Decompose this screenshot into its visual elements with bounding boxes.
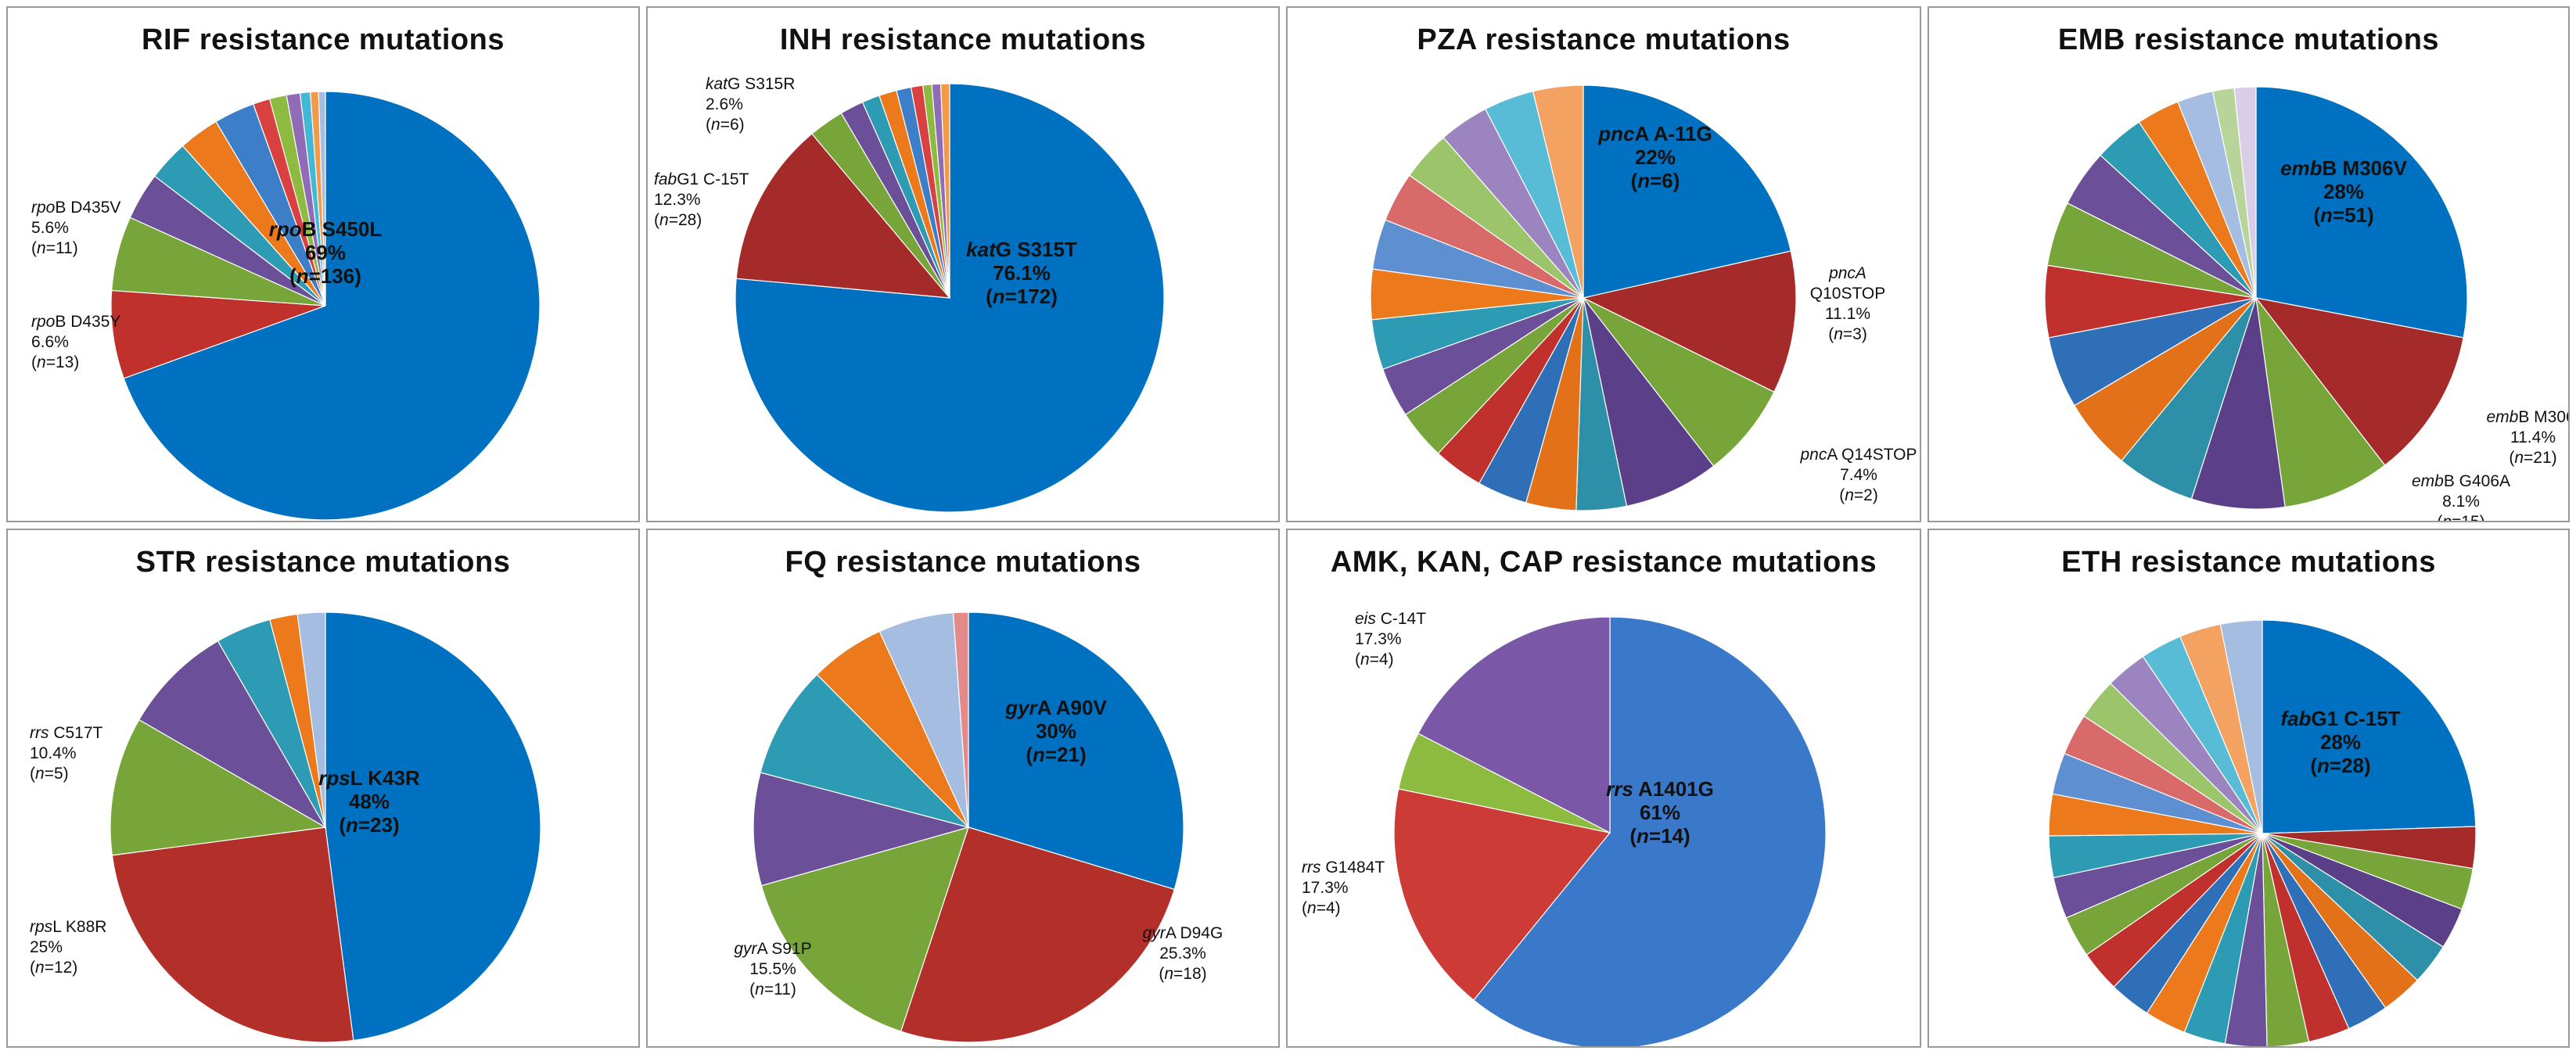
pza-pie-chart: pncA A-11G 22% (n=6) pncA Q10STOP 11.1% (n=3) p… bbox=[1370, 84, 1917, 511]
slice-label-rrs-c517t: rrs C517T 10.4% (n=5) bbox=[30, 724, 103, 783]
pie-slice-katg-s315t bbox=[735, 83, 1165, 513]
slice-label-gyra-s91p: gyrA S91P 15.5% (n=11) bbox=[734, 940, 811, 998]
slice-label-pnca-q14stop: pncA Q14STOP 7.4% (n=2) bbox=[1799, 446, 1917, 504]
pie-slice-other-14 bbox=[2233, 86, 2257, 299]
fq-pie-panel: FQ resistance mutations gyrA A90V 30% (n=2… bbox=[646, 529, 1280, 1048]
pie-slice-rpsl-k43r bbox=[325, 611, 541, 1041]
chart-title: INH resistance mutations bbox=[779, 23, 1147, 56]
pie-slice-embb-m306v bbox=[2255, 86, 2468, 339]
pie-slice-other-3 bbox=[138, 640, 327, 829]
pie-slice-embb-g406a bbox=[2255, 296, 2386, 508]
eth-pie-panel: ETH resistance mutations fabG1 C-15T 28%(… bbox=[1928, 529, 2570, 1048]
eth-pie-chart: fabG1 C-15T 28% (n=28) bbox=[2048, 619, 2477, 1046]
chart-title: AMK, KAN, CAP resistance mutations bbox=[1330, 546, 1877, 579]
amk-kan-cap-pie-panel: AMK, KAN, CAP resistance mutations rrs A… bbox=[1286, 529, 1921, 1048]
chart-title: PZA resistance mutations bbox=[1417, 23, 1791, 56]
pie-slice-rrs-c517t bbox=[110, 719, 327, 856]
slice-label-rrs-a1401g: rrs A1401G 61% (n=14) bbox=[1606, 777, 1714, 848]
chart-title: ETH resistance mutations bbox=[2061, 546, 2436, 579]
pza-pie-panel: PZA resistance mutations pncA A-11G 22% (n… bbox=[1286, 6, 1921, 522]
emb-pie-panel: EMB resistance mutations embB M306V 28% (n… bbox=[1928, 6, 2570, 522]
pie-slice-fabg1-c-15t bbox=[2262, 619, 2477, 834]
pie-slice-rrs-a1401g bbox=[1472, 616, 1827, 1046]
slice-label-gyra-a90v: gyrA A90V 30% (n=21) bbox=[1004, 696, 1107, 766]
pie-slice-rrs-g1484t bbox=[1393, 788, 1611, 1001]
str-pie-chart: rpsL K43R 48% (n=23) rpsL K88R 25% (n=12) rrs … bbox=[30, 611, 541, 1043]
pie-slice-other-3 bbox=[753, 772, 971, 887]
pie-slice-other-4 bbox=[760, 673, 970, 829]
slice-label-embb-m306i: embB M306I11.4%(n=21) bbox=[2486, 408, 2570, 467]
fq-pie-chart: gyrA A90V 30% (n=21) gyrA D94G 25.3% (n=18) gy… bbox=[734, 611, 1223, 1043]
pie-slice-other-7 bbox=[952, 611, 969, 828]
pie-slice-pnca-q10stop bbox=[1582, 250, 1797, 393]
pie-slice-gyra-d94g bbox=[900, 826, 1176, 1043]
pie-slice-other-24 bbox=[2219, 619, 2263, 834]
slice-label-fabg1-c-15t: fabG1 C-15T 28% (n=28) bbox=[2280, 707, 2400, 777]
rif-pie-chart: rpoB S450L 69% (n=136) rpoB D435Y 6.6% (n=13)… bbox=[31, 91, 541, 521]
slice-label-katg-s315r: katG S315R 2.6% (n=6) bbox=[706, 75, 795, 134]
pie-slice-fabg1-c-15t bbox=[735, 133, 951, 299]
rif-pie-panel: RIF resistance mutations rpoB S450L 69% (n… bbox=[6, 6, 640, 522]
pie-slice-gyra-s91p bbox=[760, 826, 969, 1032]
pie-slice-other-12 bbox=[318, 91, 326, 307]
chart-title: STR resistance mutations bbox=[135, 546, 511, 579]
chart-title: FQ resistance mutations bbox=[785, 546, 1141, 579]
slice-label-rpsl-k43r: rpsL K43R 48% (n=23) bbox=[318, 766, 420, 837]
pie-slice-gyra-a90v bbox=[968, 611, 1184, 891]
slice-label-eis-c-14t: eis C-14T 17.3% (n=4) bbox=[1355, 610, 1426, 669]
pie-slice-other-3 bbox=[2190, 297, 2286, 510]
pie-slice-other-10 bbox=[940, 83, 950, 299]
pie-slice-eis-c-14t bbox=[1417, 616, 1611, 834]
pie-slice-other-8 bbox=[2262, 833, 2310, 1046]
slice-label-fabg1-c-15t: fabG1 C-15T 12.3% (n=28) bbox=[654, 170, 749, 229]
slice-label-rpob-s450l: rpoB S450L 69% (n=136) bbox=[269, 217, 383, 288]
slice-label-rpob-d435y: rpoB D435Y 6.6% (n=13) bbox=[31, 313, 120, 371]
slice-label-embb-m306v: embB M306V 28% (n=51) bbox=[2280, 156, 2408, 227]
chart-title: EMB resistance mutations bbox=[2057, 23, 2440, 56]
pie-slice-embb-m306i bbox=[2254, 297, 2464, 466]
inh-pie-chart: katG S315T 76.1% (n=172) fabG1 C-15T 12.3% (n… bbox=[654, 75, 1165, 513]
slice-label-pnca-q10stop: pncA Q10STOP 11.1% (n=3) bbox=[1810, 264, 1886, 343]
slice-label-rpsl-k88r: rpsL K88R 25% (n=12) bbox=[30, 918, 106, 977]
pie-slice-rpob-d435y bbox=[110, 289, 326, 379]
slice-label-gyra-d94g: gyrA D94G 25.3% (n=18) bbox=[1143, 924, 1223, 983]
amk-kan-cap-pie-chart: rrs A1401G 61% (n=14) rrs G1484T 17.3% (n=4) e… bbox=[1302, 610, 1827, 1046]
pie-slice-rpob-s450l bbox=[123, 91, 541, 521]
pie-slice-pnca-q14stop bbox=[1583, 297, 1775, 467]
inh-pie-panel: INH resistance mutations katG S315T 76.1%… bbox=[646, 6, 1280, 522]
pie-slice-other-17 bbox=[1532, 84, 1584, 299]
pie-slice-rpsl-k88r bbox=[111, 826, 354, 1043]
slice-label-katg-s315t: katG S315T 76.1% (n=172) bbox=[966, 238, 1077, 308]
slice-label-rrs-g1484t: rrs G1484T 17.3% (n=4) bbox=[1302, 859, 1385, 917]
pie-slice-pnca-a-11g bbox=[1583, 84, 1792, 299]
slice-label-embb-g406a: embB G406A 8.1% (n=15) bbox=[2412, 472, 2510, 522]
pie-slice-other-6 bbox=[296, 611, 326, 828]
chart-title: RIF resistance mutations bbox=[142, 23, 505, 56]
slice-label-rpob-d435v: rpoB D435V 5.6% (n=11) bbox=[31, 199, 120, 257]
str-pie-panel: STR resistance mutations rpsL K43R 48% (n=… bbox=[6, 529, 640, 1048]
slice-label-pnca-a-11g: pncA A-11G 22% (n=6) bbox=[1597, 122, 1712, 192]
